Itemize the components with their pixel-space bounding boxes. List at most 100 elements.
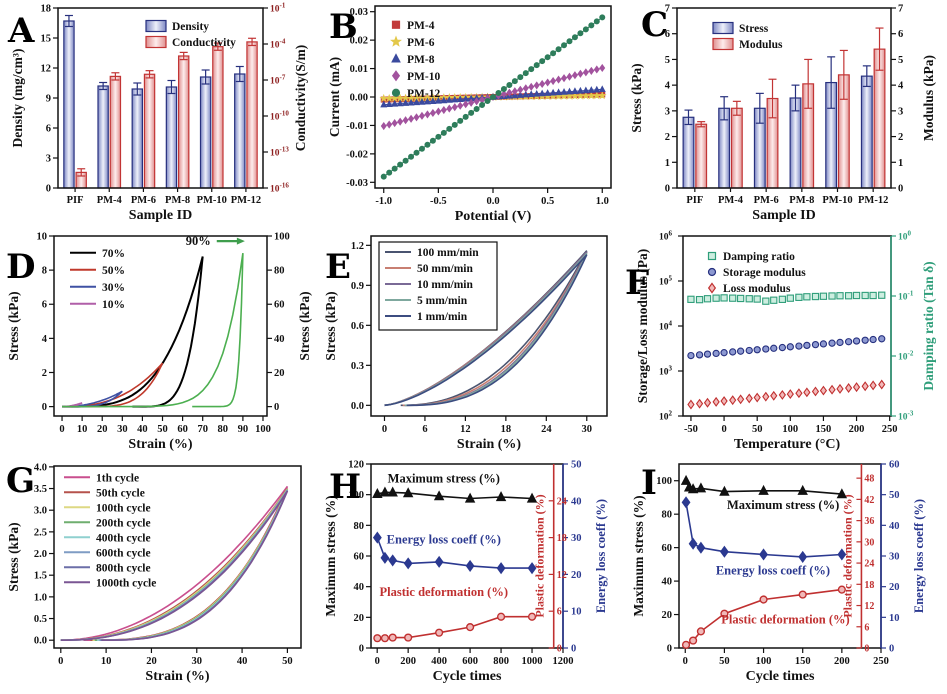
svg-text:-0.01: -0.01	[346, 121, 368, 132]
svg-text:100: 100	[255, 424, 271, 435]
svg-text:0.00: 0.00	[350, 93, 368, 104]
svg-text:1.0: 1.0	[34, 592, 47, 603]
svg-text:1 mm/min: 1 mm/min	[417, 311, 468, 323]
chart-c-svg: 0 1 2 3 4 5 6 7 Stress (kPa) 0 1 2 3 4 5 6 7 Modulus (kPa…	[629, 4, 936, 224]
svg-text:Potential (V): Potential (V)	[455, 209, 532, 224]
svg-text:5: 5	[898, 55, 903, 66]
svg-text:400th cycle: 400th cycle	[96, 532, 151, 544]
svg-text:Plastic deformation (%): Plastic deformation (%)	[533, 494, 547, 617]
svg-text:18: 18	[501, 424, 512, 435]
svg-text:20: 20	[571, 570, 582, 581]
panel-letter-i: I	[641, 463, 657, 503]
svg-text:2.5: 2.5	[34, 527, 47, 538]
svg-text:80: 80	[218, 424, 229, 435]
svg-text:40: 40	[354, 582, 365, 593]
svg-text:Energy loss coeff (%): Energy loss coeff (%)	[387, 533, 501, 547]
svg-text:200: 200	[834, 656, 850, 667]
svg-text:100: 100	[348, 490, 364, 501]
svg-text:30: 30	[864, 537, 874, 548]
svg-text:1000th cycle: 1000th cycle	[96, 577, 156, 589]
svg-text:0: 0	[571, 644, 576, 655]
svg-text:1.2: 1.2	[351, 241, 364, 252]
svg-text:3: 3	[898, 106, 903, 117]
svg-text:0: 0	[864, 644, 869, 655]
svg-text:10-3: 10-3	[898, 410, 914, 423]
svg-text:100 mm/min: 100 mm/min	[417, 247, 479, 259]
chart-f-svg: 106 105 104 103 102 Storage/Loss modulus (Pa)…	[635, 230, 936, 452]
svg-text:70: 70	[197, 424, 208, 435]
svg-text:24: 24	[541, 424, 552, 435]
svg-text:12: 12	[460, 424, 471, 435]
svg-text:150: 150	[816, 424, 832, 435]
svg-text:100: 100	[898, 230, 912, 243]
svg-text:6: 6	[422, 424, 427, 435]
svg-text:0: 0	[898, 184, 903, 195]
svg-text:400: 400	[431, 656, 447, 667]
svg-text:0.0: 0.0	[486, 196, 499, 207]
panel-e-rate-loops: 0.0 0.3 0.6 0.9 1.2 Stress (kPa) 0 6 12 18 24 30 Str…	[315, 230, 625, 458]
svg-text:6: 6	[46, 124, 51, 135]
svg-text:50: 50	[719, 656, 730, 667]
svg-text:105: 105	[659, 275, 673, 288]
svg-text:Strain (%): Strain (%)	[128, 437, 193, 452]
svg-text:90: 90	[238, 424, 249, 435]
svg-text:PM-6: PM-6	[754, 195, 779, 206]
svg-text:10-1: 10-1	[898, 290, 914, 303]
svg-text:36: 36	[864, 516, 874, 527]
svg-text:Cycle times: Cycle times	[433, 669, 502, 684]
svg-text:102: 102	[659, 410, 673, 423]
svg-text:10-2: 10-2	[898, 350, 914, 363]
svg-text:10-13: 10-13	[270, 146, 289, 159]
svg-text:50 mm/min: 50 mm/min	[417, 263, 474, 275]
panel-letter-d: D	[6, 247, 36, 287]
svg-text:0.6: 0.6	[351, 321, 364, 332]
panel-h-cycle-stability-1000: 0 20 40 60 80 100 120 Maximum stress (%) 0 200 400…	[315, 458, 625, 694]
svg-text:Plastic deformation (%): Plastic deformation (%)	[721, 613, 849, 627]
svg-text:12: 12	[557, 570, 567, 581]
svg-text:24: 24	[864, 559, 874, 570]
svg-text:0: 0	[721, 424, 726, 435]
svg-text:18: 18	[41, 4, 52, 15]
svg-text:Plastic deformation (%): Plastic deformation (%)	[380, 585, 508, 599]
svg-text:10-16: 10-16	[270, 182, 289, 195]
svg-text:200: 200	[400, 656, 416, 667]
panel-b-iv-curves: 0.03 0.02 0.01 0.00 -0.01 -0.02 -0.03 Current (…	[315, 0, 625, 230]
panel-letter-b: B	[329, 7, 358, 47]
svg-text:6: 6	[864, 622, 869, 633]
svg-text:10-7: 10-7	[270, 74, 286, 87]
svg-text:Stress (kPa): Stress (kPa)	[6, 522, 21, 591]
svg-text:10-10: 10-10	[270, 110, 289, 123]
svg-text:0.03: 0.03	[350, 7, 368, 18]
svg-text:PM-10: PM-10	[197, 195, 227, 206]
svg-text:9: 9	[46, 94, 51, 105]
svg-text:50%: 50%	[102, 265, 125, 277]
svg-text:800th cycle: 800th cycle	[96, 562, 151, 574]
svg-text:0.02: 0.02	[350, 36, 368, 47]
svg-text:50: 50	[157, 424, 168, 435]
svg-text:60: 60	[274, 300, 285, 311]
svg-text:800: 800	[493, 656, 509, 667]
svg-text:1.0: 1.0	[596, 196, 609, 207]
svg-text:PM-8: PM-8	[165, 195, 190, 206]
svg-text:0: 0	[382, 424, 387, 435]
svg-text:Energy loss coeff (%): Energy loss coeff (%)	[912, 499, 926, 613]
svg-text:0: 0	[667, 644, 672, 655]
svg-text:10-4: 10-4	[270, 38, 286, 51]
svg-text:103: 103	[659, 365, 673, 378]
panel-letter-c: C	[641, 5, 669, 45]
svg-text:Density (mg/cm³): Density (mg/cm³)	[10, 49, 25, 148]
svg-text:4: 4	[898, 81, 904, 92]
panel-f-dma-log-scatter: 106 105 104 103 102 Storage/Loss modulus (Pa)…	[625, 230, 947, 458]
svg-text:30: 30	[192, 656, 203, 667]
svg-text:600th cycle: 600th cycle	[96, 547, 151, 559]
svg-text:50th cycle: 50th cycle	[96, 487, 145, 499]
svg-text:Modulus: Modulus	[739, 39, 783, 51]
panel-letter-h: H	[329, 467, 362, 507]
svg-text:2: 2	[898, 132, 903, 143]
panel-a-density-conductivity-bars: 0 3 6 9 12 15 18 Density (mg/cm³) 10-1 10-4 10-7 10…	[0, 0, 315, 230]
svg-text:18: 18	[557, 533, 567, 544]
svg-text:18: 18	[864, 580, 874, 591]
panel-i-cycle-stability-200: 0 20 40 60 80 100 Maximum stress (%) 0 50 100 150 2…	[625, 458, 947, 694]
